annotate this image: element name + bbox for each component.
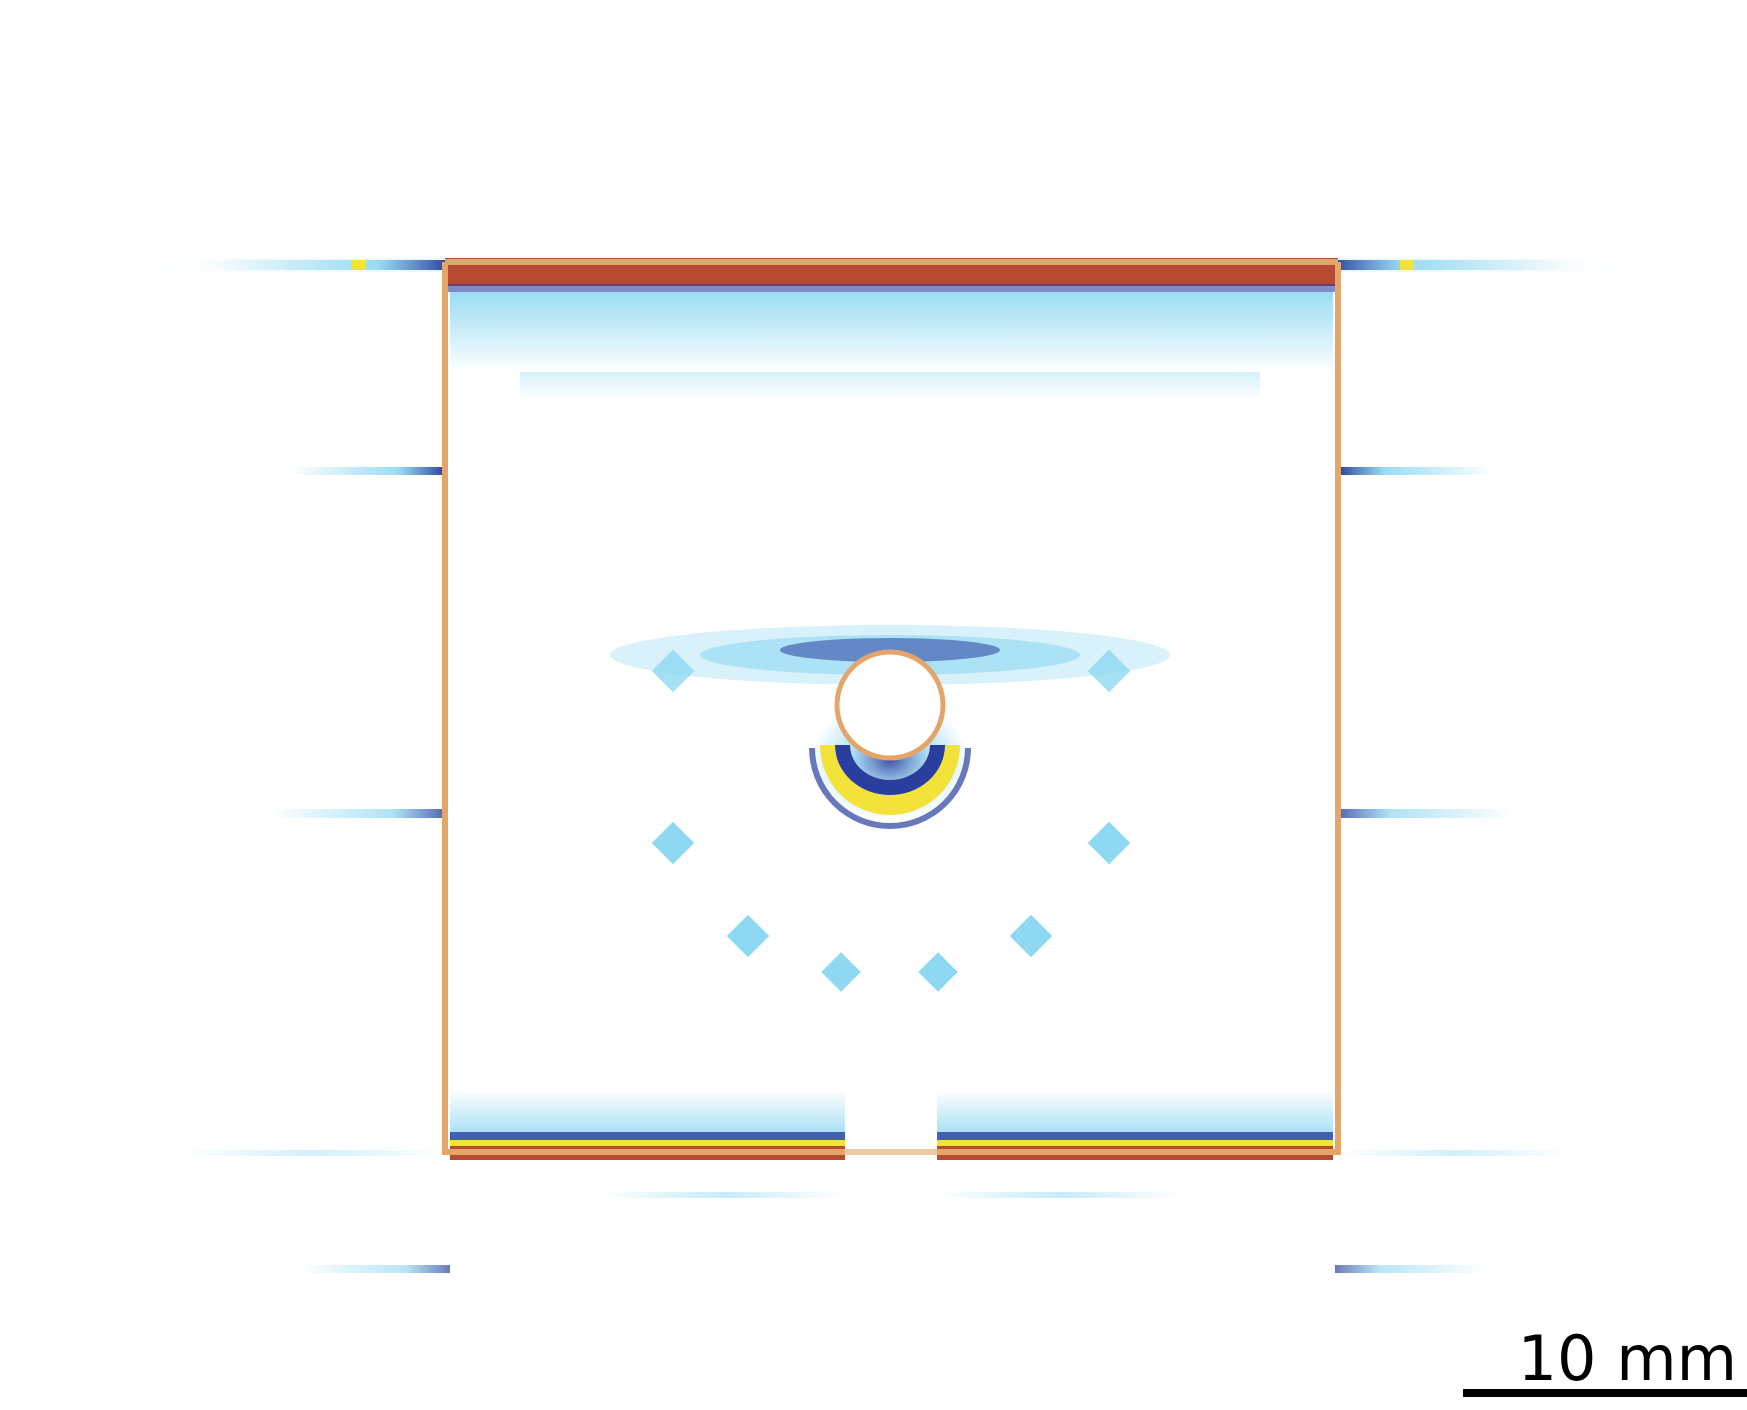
scale-bar-label: 10 mm — [1518, 1322, 1737, 1395]
top-edge-field — [130, 258, 1650, 402]
hole-outline — [834, 649, 946, 761]
hole-field — [610, 625, 1170, 829]
scale-bar: 10 mm — [1463, 1322, 1747, 1397]
side-edge-field — [180, 467, 1568, 1273]
component-outline — [442, 259, 1341, 1155]
